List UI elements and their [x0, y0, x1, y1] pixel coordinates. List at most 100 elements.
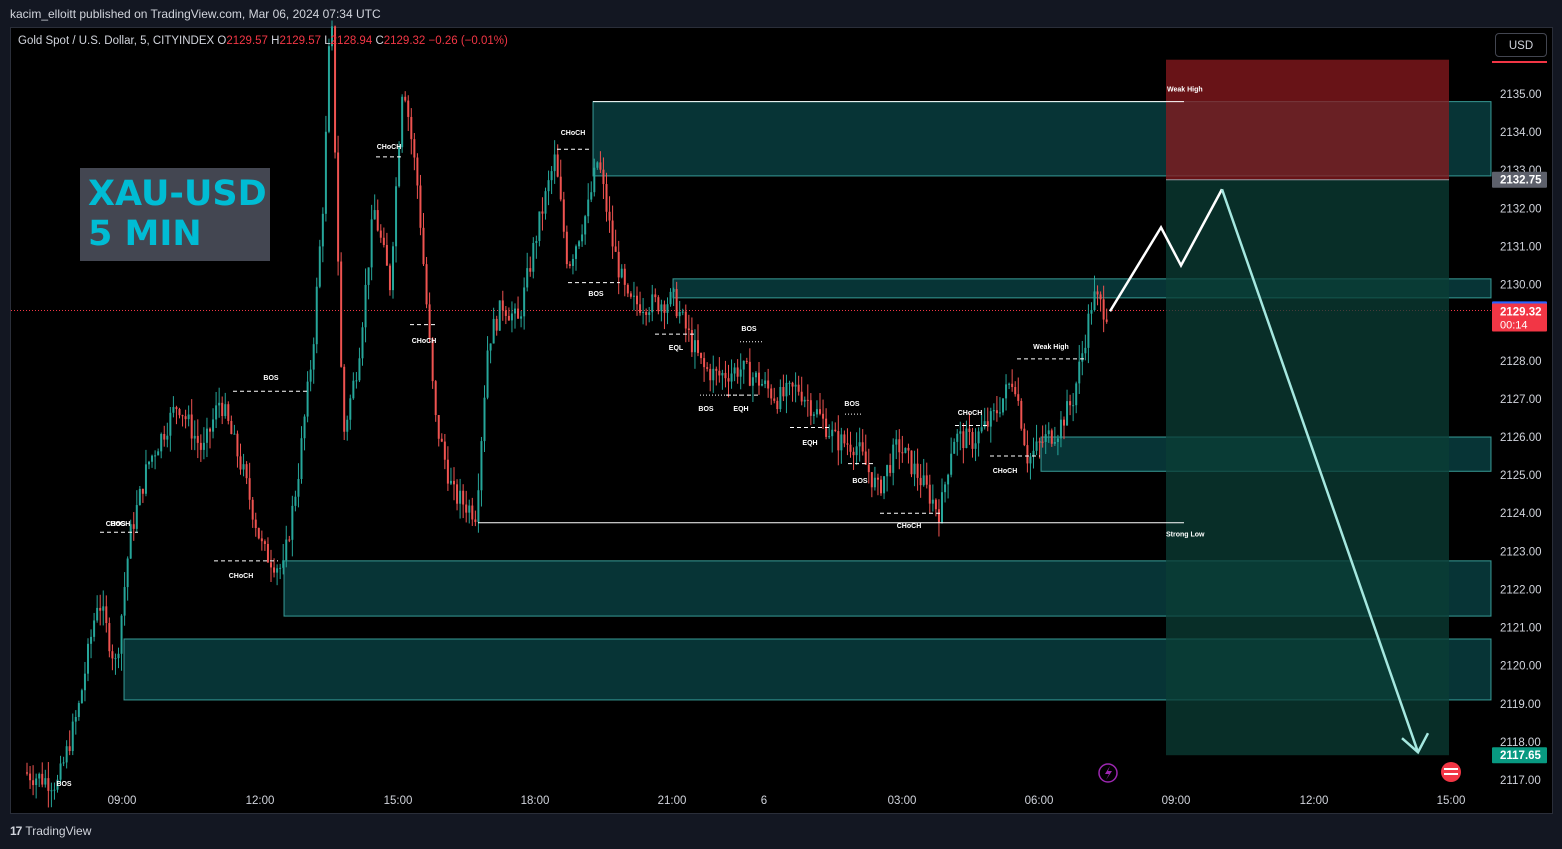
candle — [700, 352, 703, 365]
legend-change: −0.26 (−0.01%) — [428, 35, 508, 47]
candle-body — [889, 465, 892, 473]
candle — [379, 224, 382, 243]
candle — [205, 417, 208, 458]
candle — [886, 464, 889, 492]
currency-button[interactable]: USD — [1495, 33, 1547, 57]
structure-label: BOS — [844, 401, 860, 408]
lightning-icon — [1098, 763, 1118, 783]
candle-body — [495, 318, 498, 331]
candle-body — [791, 382, 794, 387]
candle — [941, 478, 943, 524]
candle — [538, 211, 541, 247]
candle — [462, 484, 465, 519]
candle-body — [995, 410, 998, 414]
candle — [59, 755, 62, 784]
x-tick-label: 15:00 — [1437, 795, 1466, 807]
candle-body — [154, 455, 157, 457]
candle-body — [1105, 319, 1108, 322]
candle-body — [309, 369, 312, 382]
candle-body — [681, 311, 684, 313]
candle — [1081, 340, 1084, 376]
candle-body — [590, 192, 593, 200]
candle — [132, 512, 135, 541]
candle — [614, 229, 617, 252]
candle — [96, 595, 99, 623]
currency-underline — [1492, 61, 1547, 63]
candle — [276, 564, 279, 586]
candle — [416, 153, 419, 199]
candle — [294, 490, 297, 512]
candle — [843, 430, 846, 448]
candle — [937, 499, 940, 537]
candle — [846, 428, 849, 456]
candle-body — [937, 509, 940, 523]
candle — [779, 379, 782, 413]
candle — [803, 396, 806, 408]
candle — [443, 433, 446, 470]
y-tick-label: 2125.00 — [1500, 470, 1542, 482]
candle-body — [919, 477, 922, 486]
candle-body — [587, 199, 590, 217]
y-tick-label: 2135.00 — [1500, 89, 1542, 101]
candle-body — [169, 412, 172, 436]
candle — [620, 264, 623, 279]
candle — [812, 411, 815, 425]
candle-body — [849, 444, 852, 452]
candle-body — [901, 452, 904, 454]
candle-body — [266, 543, 269, 563]
candle — [761, 379, 764, 387]
candle-body — [562, 199, 565, 232]
overlay-title-symbol: XAU-USD — [88, 174, 267, 214]
candle-body — [556, 154, 559, 177]
candle — [1087, 304, 1090, 364]
candle-body — [602, 169, 605, 185]
candle — [971, 427, 974, 458]
candle — [257, 527, 260, 540]
candle — [87, 638, 89, 682]
candle-body — [724, 372, 727, 379]
candle-body — [462, 490, 465, 505]
candle-body — [1026, 445, 1029, 464]
candle-body — [541, 211, 544, 214]
candle-body — [971, 432, 974, 449]
candle — [392, 241, 394, 299]
candle-body — [819, 409, 821, 414]
candle — [343, 364, 346, 441]
candle-body — [578, 241, 581, 247]
candle — [629, 291, 632, 299]
candle-body — [379, 230, 382, 238]
candle-body — [907, 447, 910, 451]
candle — [1069, 394, 1072, 416]
candle-body — [581, 234, 584, 242]
candle — [477, 473, 480, 533]
x-tick-label: 09:00 — [1162, 795, 1191, 807]
y-tick-label: 2131.00 — [1500, 241, 1542, 253]
candle-body — [898, 439, 901, 453]
candle-body — [1075, 383, 1078, 406]
candle — [327, 38, 330, 134]
candle-body — [980, 427, 983, 432]
candle — [151, 454, 154, 468]
candle — [282, 544, 285, 575]
candle — [553, 140, 556, 184]
candle — [669, 288, 672, 307]
y-tick-label: 2118.00 — [1500, 737, 1541, 749]
candle-body — [944, 484, 947, 493]
candle-body — [596, 162, 599, 168]
candle-body — [202, 442, 205, 450]
candle — [510, 301, 513, 333]
candle — [154, 450, 157, 470]
candle — [190, 399, 193, 450]
candle-body — [117, 653, 120, 659]
candle-body — [187, 414, 190, 420]
candle-body — [120, 615, 123, 654]
candle — [944, 481, 947, 503]
candle — [135, 490, 138, 533]
candle-body — [803, 399, 806, 402]
candle-body — [1020, 400, 1023, 429]
tradingview-brand[interactable]: 17 TradingView — [10, 824, 91, 838]
candle — [806, 384, 809, 417]
candle-body — [498, 300, 501, 331]
